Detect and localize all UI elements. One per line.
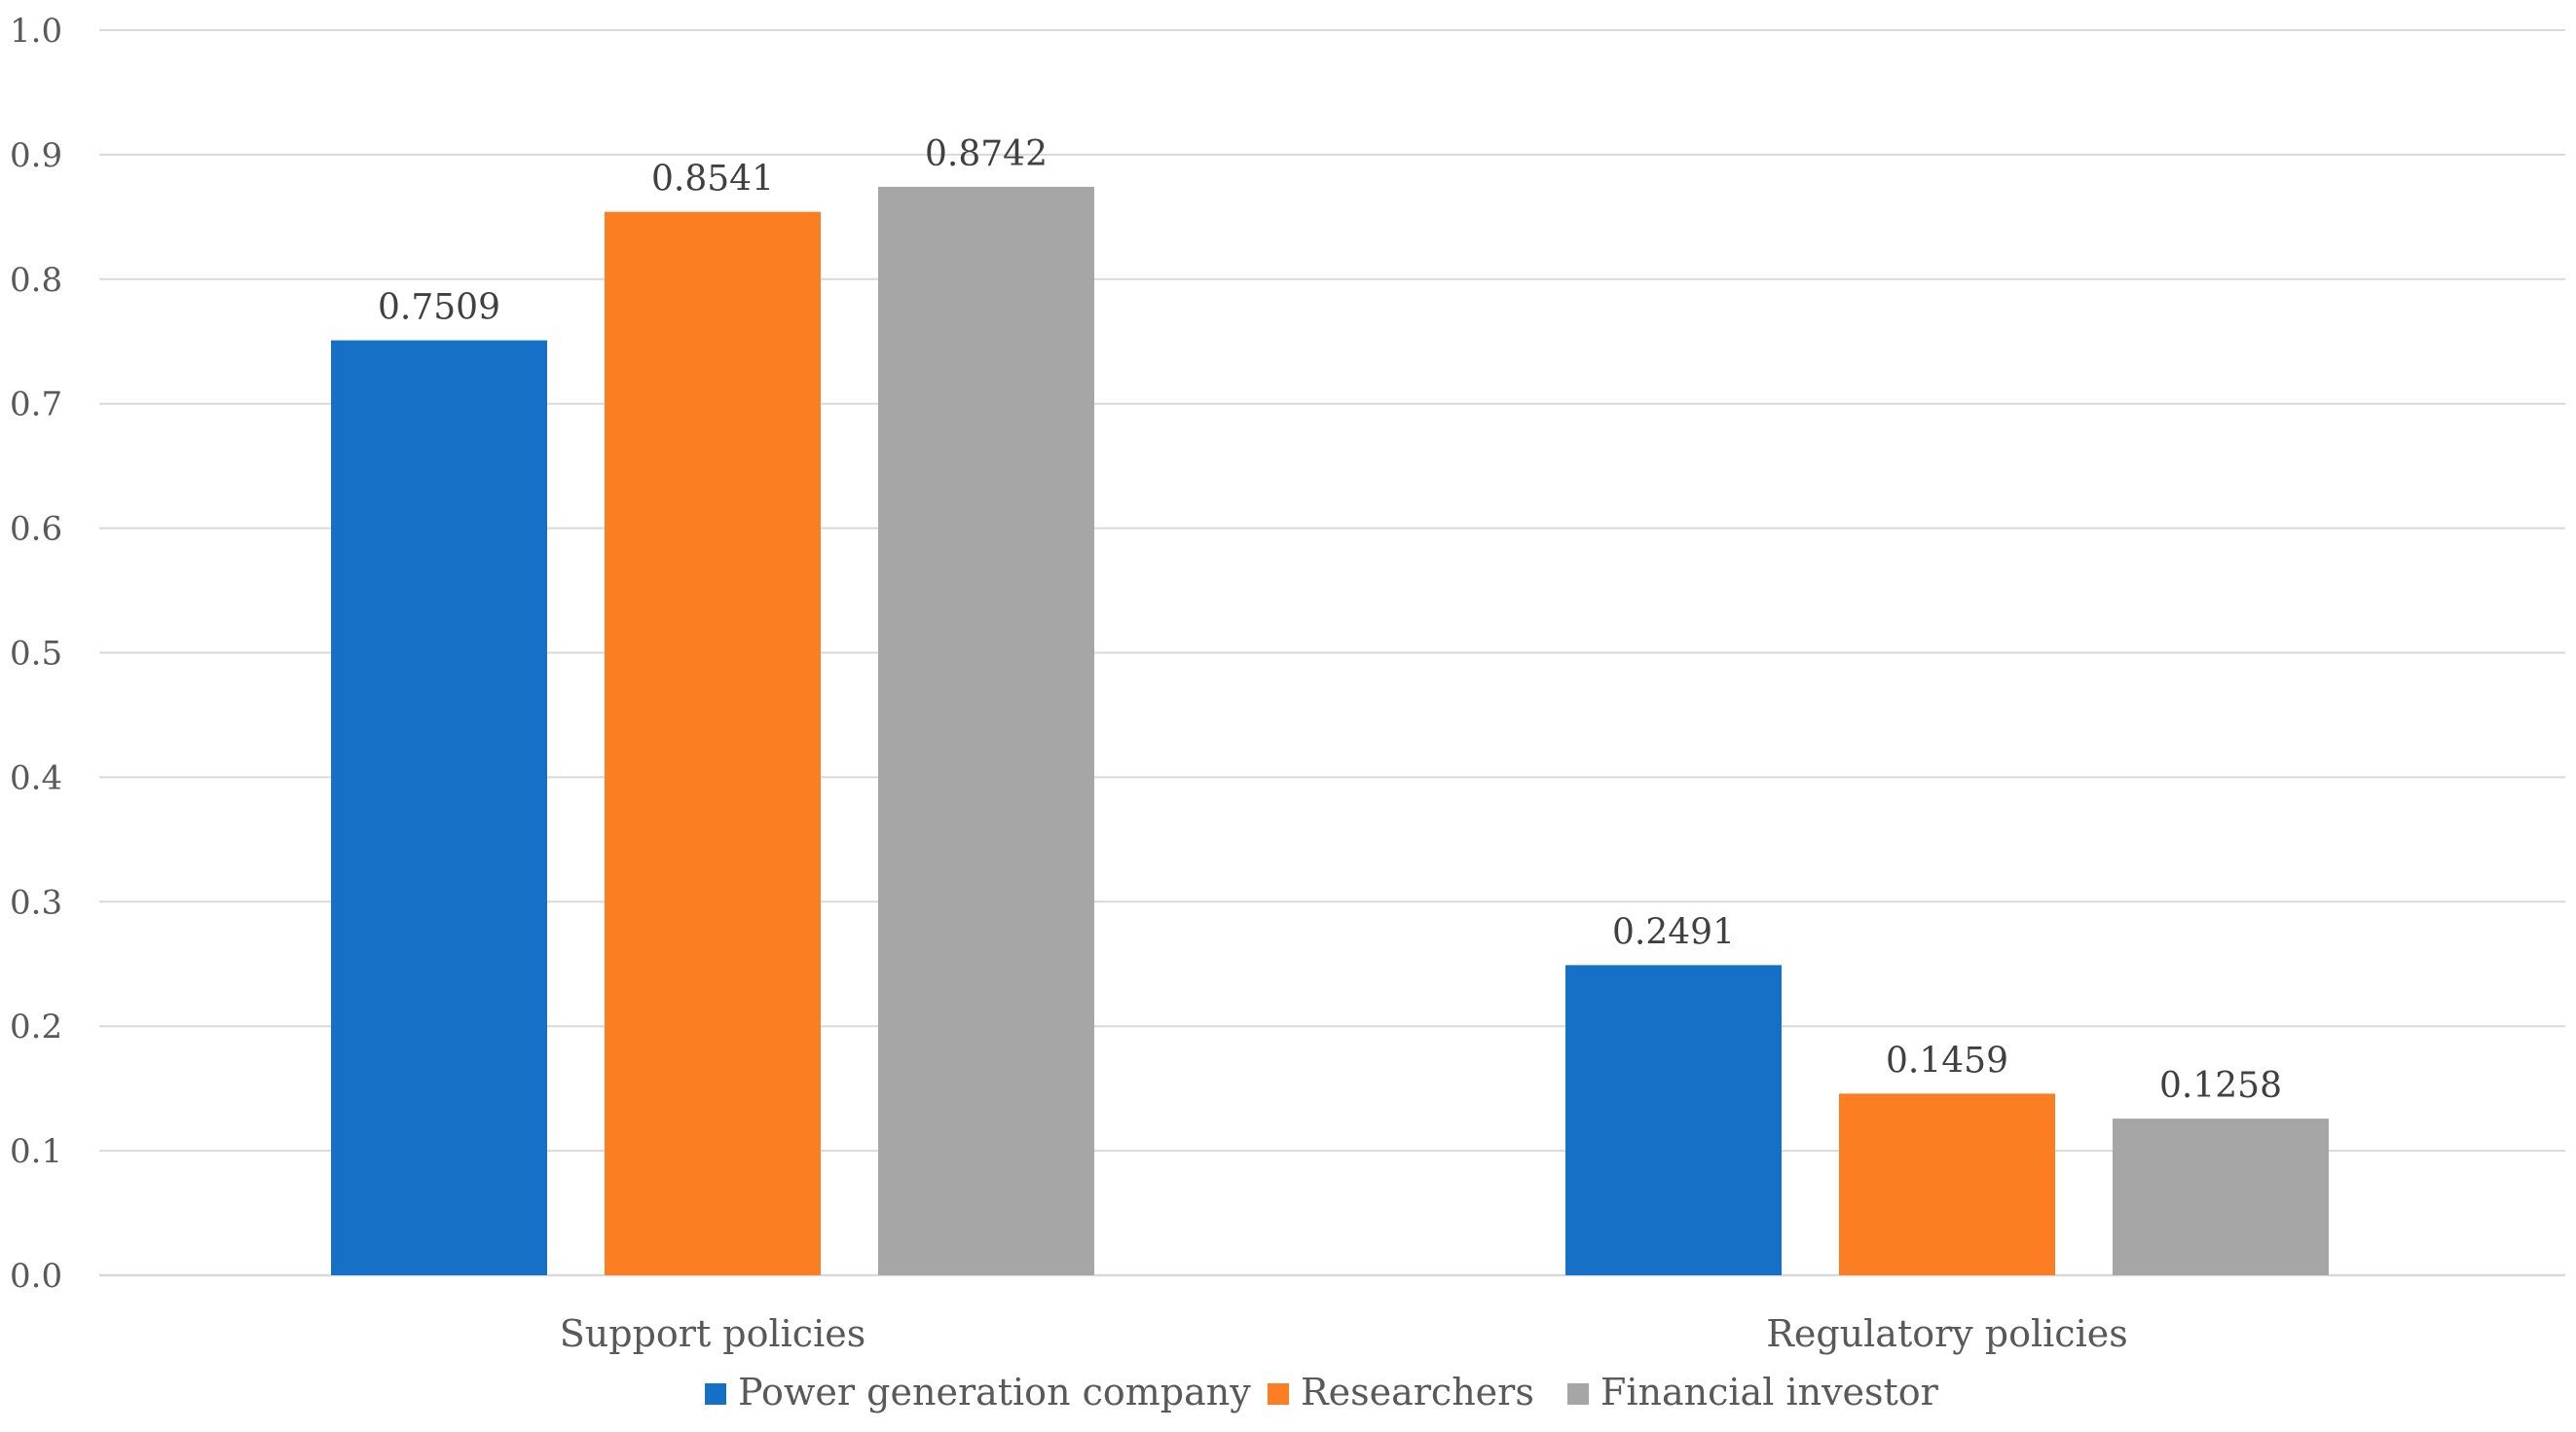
bar (2113, 1119, 2329, 1275)
data-label: 0.1258 (2159, 1066, 2282, 1106)
y-tick-label: 1.0 (10, 12, 62, 51)
legend-swatch (1567, 1383, 1589, 1405)
bar (1565, 965, 1782, 1275)
data-label: 0.1459 (1886, 1041, 2008, 1081)
data-label: 0.7509 (378, 288, 500, 328)
legend-label: Power generation company (738, 1371, 1251, 1414)
y-tick-label: 0.8 (10, 261, 62, 300)
category-axis: Support policies Regulatory policies (560, 1312, 2128, 1355)
category-label: Regulatory policies (1766, 1312, 2128, 1355)
y-tick-label: 0.1 (10, 1132, 62, 1171)
legend-swatch (1268, 1383, 1289, 1405)
data-label: 0.2491 (1612, 912, 1735, 952)
bars (331, 186, 2329, 1276)
legend-label: Researchers (1301, 1371, 1534, 1414)
y-tick-label: 0.2 (10, 1008, 62, 1046)
data-labels: 0.7509 0.8541 0.8742 0.2491 0.1459 0.1258 (378, 134, 2282, 1106)
y-tick-label: 0.3 (10, 883, 62, 922)
y-tick-label: 0.9 (10, 136, 62, 175)
bar (878, 186, 1094, 1275)
y-tick-label: 0.6 (10, 510, 62, 549)
legend: Power generation company Researchers Finan… (705, 1371, 1939, 1414)
legend-label: Financial investor (1601, 1371, 1939, 1414)
bar (331, 340, 547, 1276)
data-label: 0.8541 (651, 160, 774, 200)
data-label: 0.8742 (925, 134, 1048, 174)
legend-swatch (705, 1383, 726, 1405)
y-tick-label: 0.7 (10, 386, 62, 424)
y-tick-label: 0.0 (10, 1257, 62, 1296)
y-tick-label: 0.4 (10, 758, 62, 797)
y-tick-label: 0.5 (10, 635, 62, 674)
category-label: Support policies (560, 1312, 865, 1355)
y-axis-ticks: 0.0 0.1 0.2 0.3 0.4 0.5 0.6 0.7 0.8 0.9 1.0 (10, 12, 62, 1296)
bar (605, 211, 821, 1276)
bar (1839, 1093, 2055, 1275)
